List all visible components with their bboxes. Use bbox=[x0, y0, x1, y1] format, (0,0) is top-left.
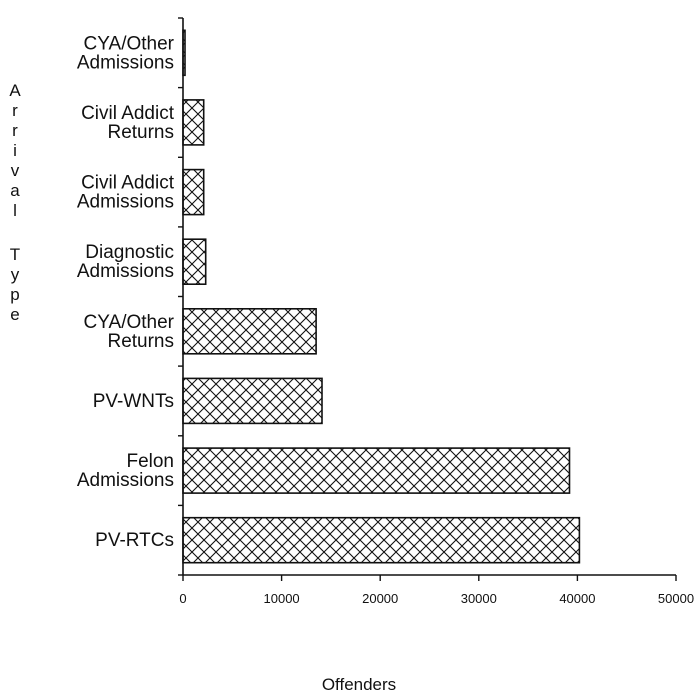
x-tick-label: 0 bbox=[179, 591, 186, 606]
category-label: PV-WNTs bbox=[93, 391, 174, 412]
bars-layer bbox=[182, 29, 581, 564]
x-axis-title: Offenders bbox=[322, 675, 396, 694]
category-label: CYA/Other Admissions bbox=[77, 33, 175, 73]
category-label: Diagnostic Admissions bbox=[77, 242, 174, 282]
category-label: Felon Admissions bbox=[77, 451, 174, 491]
bar-7 bbox=[182, 516, 581, 564]
axes: 0 10000 20000 30000 40000 50000 bbox=[178, 17, 694, 606]
bar-4 bbox=[182, 307, 317, 355]
x-tick-label: 30000 bbox=[461, 591, 497, 606]
category-label: CYA/Other Returns bbox=[84, 312, 175, 352]
category-labels: CYA/Other Admissions Civil Addict Returns Ci… bbox=[77, 33, 175, 551]
x-tick-label: 20000 bbox=[362, 591, 398, 606]
x-tick-label: 10000 bbox=[264, 591, 300, 606]
x-tick-label: 50000 bbox=[658, 591, 694, 606]
category-label: PV-RTCs bbox=[95, 530, 174, 551]
bar-3 bbox=[182, 238, 207, 285]
bar-2 bbox=[182, 168, 205, 216]
category-label: Civil Addict Returns bbox=[81, 103, 175, 143]
bar-6 bbox=[182, 447, 571, 494]
bar-1 bbox=[182, 99, 205, 146]
x-tick-label: 40000 bbox=[559, 591, 595, 606]
bar-5 bbox=[182, 377, 323, 425]
category-label: Civil Addict Admissions bbox=[77, 173, 175, 213]
